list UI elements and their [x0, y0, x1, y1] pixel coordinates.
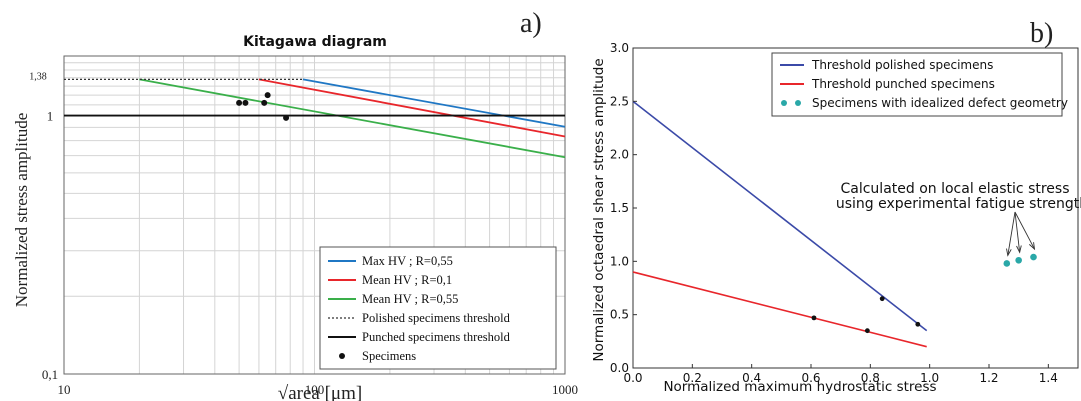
specimen-point: [236, 99, 243, 106]
y-tick-label: 0.5: [610, 308, 629, 322]
hydrostatic-panel: b) Calculated on local elastic stressusi…: [591, 18, 1081, 395]
y-axis-label-b: Normalized octaedral shear stress amplit…: [591, 58, 607, 361]
series-line: [258, 78, 566, 138]
x-tick-label: 0.0: [623, 371, 642, 385]
annotation-arrow: [1007, 211, 1016, 256]
annotation-arrowhead: [1029, 242, 1036, 251]
series-line: [632, 100, 928, 332]
legend-label: Max HV ; R=0,55: [362, 254, 453, 268]
series-lines-b: [632, 100, 928, 348]
legend-label: Polished specimens threshold: [362, 311, 511, 325]
legend-label: Specimens: [362, 349, 416, 363]
series-lines-a: [64, 78, 566, 159]
y-tick-label: 1: [47, 109, 54, 124]
annotation-line: Calculated on local elastic stress: [840, 181, 1069, 197]
y-tick-label: 2.5: [610, 94, 629, 108]
annotation-arrowhead: [1016, 245, 1022, 254]
plot-frame-a: [63, 55, 566, 375]
specimen-points-a: [236, 92, 290, 121]
legend-box: [319, 246, 557, 370]
annotation-b: Calculated on local elastic stressusing …: [836, 181, 1081, 257]
y-tick-label: 1,38: [29, 71, 47, 82]
specimen-point: [261, 99, 268, 106]
legend-swatch: [795, 100, 801, 106]
y-tick-label: 0.0: [610, 361, 629, 375]
x-axis-label-b: Normalized maximum hydrostatic stress: [663, 379, 936, 395]
kitagawa-panel: a) Kitagawa diagram 10 100 1000 0,1 1 1,38 N…: [12, 8, 578, 401]
legend-label: Specimens with idealized defect geometry: [812, 96, 1068, 110]
annotation-arrow: [1014, 211, 1021, 253]
legend-label: Mean HV ; R=0,55: [362, 292, 458, 306]
legend-label: Threshold punched specimens: [811, 77, 995, 91]
x-tick-label: 0.8: [861, 371, 880, 385]
y-ticks-b: 0.0 0.5 1.0 1.5 2.0 2.5 3.0: [610, 41, 637, 375]
panel-label-b: b): [1030, 18, 1053, 49]
x-axis-label-a: √area [μm]: [278, 383, 362, 401]
y-axis-label-a: Normalized stress amplitude: [12, 113, 31, 308]
measurement-point: [915, 321, 921, 327]
series-line: [139, 78, 566, 159]
legend-label: Threshold polished specimens: [811, 58, 993, 72]
series-line: [632, 271, 927, 348]
measurement-point: [879, 296, 885, 302]
points-b: [811, 253, 1037, 334]
x-tick-label: 1000: [552, 382, 578, 397]
x-tick-label: 0.4: [742, 371, 761, 385]
x-tick-label: 1.4: [1039, 371, 1058, 385]
annotation-arrow: [1014, 211, 1035, 250]
y-tick-label: 2.0: [610, 148, 629, 162]
specimen-point: [283, 114, 290, 121]
y-tick-label: 1.5: [610, 201, 629, 215]
legend-label: Mean HV ; R=0,1: [362, 273, 452, 287]
measurement-point: [864, 328, 870, 334]
specimen-point: [264, 92, 271, 99]
y-tick-label: 1.0: [610, 254, 629, 268]
specimen-point: [242, 99, 249, 106]
x-ticks-a: 10 100 1000: [58, 382, 579, 397]
x-tick-label: 0.2: [683, 371, 702, 385]
y-tick-label: 3.0: [610, 41, 629, 55]
x-tick-label: 100: [305, 382, 325, 397]
annotation-arrowhead: [1006, 248, 1012, 257]
legend-a: Max HV ; R=0,55 Mean HV ; R=0,1 Mean HV ; …: [319, 246, 557, 370]
legend-swatch: [781, 100, 787, 106]
idealized-defect-point: [1003, 260, 1011, 267]
series-line: [302, 78, 566, 128]
legend-b: Threshold polished specimens Threshold pu…: [771, 52, 1068, 117]
x-tick-label: 1.0: [920, 371, 939, 385]
legend-box: [771, 52, 1063, 117]
chart-title-a: Kitagawa diagram: [243, 34, 387, 50]
annotation-line: using experimental fatigue strength: [836, 196, 1081, 212]
y-tick-label: 0,1: [42, 367, 58, 382]
x-tick-label: 0.6: [801, 371, 820, 385]
idealized-defect-point: [1015, 256, 1022, 264]
x-ticks-b: 0.0 0.2 0.4 0.6 0.8 1.0 1.2 1.4: [623, 364, 1058, 385]
legend-label: Punched specimens threshold: [362, 330, 511, 344]
legend-swatch: [339, 353, 345, 359]
panel-label-a: a): [520, 8, 542, 39]
measurement-point: [811, 315, 817, 321]
x-tick-label: 1.2: [979, 371, 998, 385]
y-ticks-a: 0,1 1 1,38: [29, 71, 58, 382]
idealized-defect-point: [1030, 253, 1037, 261]
x-tick-label: 10: [58, 382, 71, 397]
